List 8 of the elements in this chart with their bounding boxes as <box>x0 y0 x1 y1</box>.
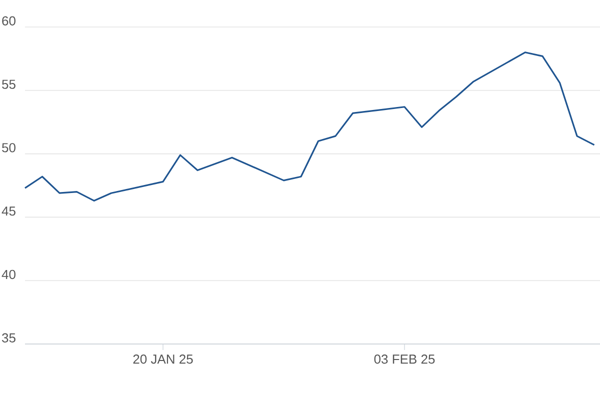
y-tick-label: 35 <box>2 333 16 342</box>
y-tick-label: 45 <box>2 206 16 216</box>
y-tick-label: 50 <box>2 143 16 152</box>
y-tick-label: 55 <box>2 80 16 89</box>
y-tick-label: 60 <box>2 16 16 26</box>
y-tick-label: 40 <box>2 270 16 280</box>
x-tick-label: 03 FEB 25 <box>374 354 435 364</box>
x-tick-label: 20 JAN 25 <box>133 354 193 364</box>
